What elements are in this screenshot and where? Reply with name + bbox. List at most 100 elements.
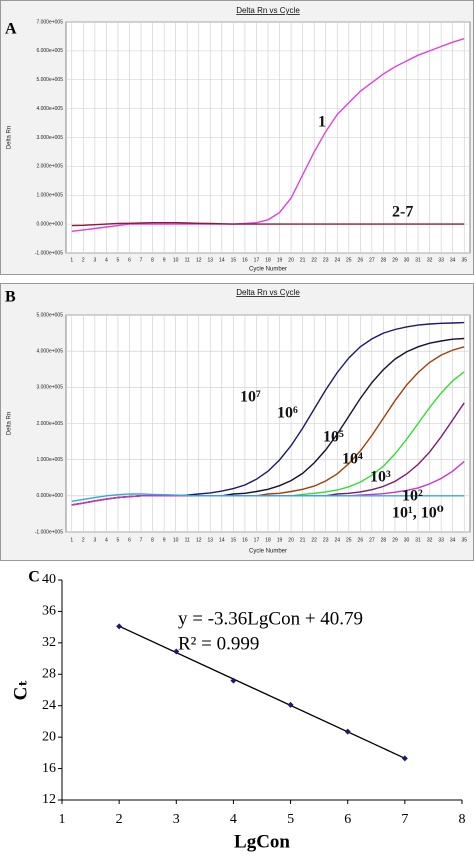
x-tick-label: 5: [117, 257, 120, 263]
x-tick-label: 34: [450, 537, 456, 543]
x-tick-label: 7: [140, 257, 143, 263]
x-tick-label: 2: [82, 537, 85, 543]
y-tick-label: 12: [42, 792, 56, 807]
x-tick-label: 27: [369, 537, 375, 543]
series-label: 10¹, 10⁰: [392, 505, 444, 522]
x-tick-label: 19: [277, 257, 283, 263]
y-axis-label: Delta Rn: [7, 126, 13, 149]
y-axis-label: Delta Rn: [7, 412, 13, 435]
x-tick-label: 6: [128, 537, 131, 543]
x-tick-label: 23: [323, 537, 329, 543]
x-tick-label: 33: [438, 537, 444, 543]
x-tick-label: 13: [208, 257, 214, 263]
x-tick-label: 12: [196, 257, 202, 263]
x-tick-label: 32: [427, 257, 433, 263]
y-tick-label: 20: [42, 729, 56, 744]
x-tick-label: 5: [117, 537, 120, 543]
y-tick-label: 1.000e+005: [36, 193, 63, 199]
x-tick-label: 17: [254, 537, 260, 543]
x-tick-label: 11: [185, 257, 190, 263]
series-label: 10⁴: [342, 451, 363, 468]
x-tick-label: 16: [242, 537, 248, 543]
x-tick-label: 35: [461, 537, 467, 543]
y-tick-label: 24: [42, 698, 56, 713]
x-tick-label: 19: [277, 537, 283, 543]
x-tick-label: 24: [334, 257, 340, 263]
y-tick-label: 28: [42, 667, 56, 682]
x-tick-label: 7: [401, 812, 408, 827]
x-tick-label: 4: [105, 537, 108, 543]
y-tick-label: 4.000e+005: [36, 106, 63, 112]
data-point: [173, 648, 180, 655]
x-tick-label: 31: [415, 537, 421, 543]
y-tick-label: 0.000e+000: [36, 221, 63, 227]
x-tick-label: 31: [415, 257, 421, 263]
x-tick-label: 30: [404, 257, 410, 263]
x-tick-label: 8: [151, 257, 154, 263]
x-tick-label: 3: [173, 812, 180, 827]
y-tick-label: 16: [42, 761, 56, 776]
x-tick-label: 32: [427, 537, 433, 543]
x-tick-label: 15: [231, 537, 237, 543]
y-tick-label: 4.000e+005: [36, 348, 63, 354]
data-point: [401, 755, 408, 762]
y-tick-label: 5.000e+005: [36, 312, 63, 318]
x-axis-label: LgCon: [234, 831, 290, 852]
series-label: 10⁵: [323, 429, 344, 446]
y-tick-label: 5.000e+005: [36, 77, 63, 83]
x-tick-label: 29: [392, 257, 398, 263]
x-tick-label: 18: [265, 257, 271, 263]
x-axis-label: Cycle Number: [249, 267, 287, 273]
y-tick-label: 2.000e+005: [36, 421, 63, 427]
x-tick-label: 13: [208, 537, 214, 543]
x-tick-label: 11: [185, 537, 190, 543]
y-tick-label: 3.000e+005: [36, 135, 63, 141]
x-tick-label: 23: [323, 257, 329, 263]
series-label: 10³: [370, 469, 391, 486]
chart-title: Delta Rn vs Cycle: [236, 288, 300, 297]
y-tick-label: 32: [42, 635, 56, 650]
x-tick-label: 27: [369, 257, 375, 263]
data-point: [344, 728, 351, 735]
x-tick-label: 20: [288, 257, 294, 263]
x-tick-label: 22: [311, 257, 317, 263]
data-line: [71, 222, 465, 227]
panel-label: B: [5, 289, 16, 306]
x-tick-label: 3: [93, 257, 96, 263]
x-tick-label: 3: [93, 537, 96, 543]
x-tick-label: 17: [254, 257, 260, 263]
x-tick-label: 1: [70, 537, 73, 543]
x-tick-label: 25: [346, 257, 352, 263]
x-tick-label: 29: [392, 537, 398, 543]
x-tick-label: 1: [70, 257, 73, 263]
x-tick-label: 10: [173, 257, 179, 263]
series-label: 1: [318, 114, 326, 131]
series-label: 10⁶: [277, 405, 298, 422]
x-tick-label: 18: [265, 537, 271, 543]
x-tick-label: 2: [82, 257, 85, 263]
y-tick-label: 3.000e+005: [36, 385, 63, 391]
x-tick-label: 4: [230, 812, 237, 827]
x-tick-label: 24: [334, 537, 340, 543]
panel-label: A: [5, 21, 17, 38]
x-tick-label: 4: [105, 257, 108, 263]
annotation: R² = 0.999: [178, 633, 259, 654]
series-label: 2-7: [392, 204, 413, 221]
x-tick-label: 21: [300, 257, 306, 263]
y-tick-label: 2.000e+005: [36, 164, 63, 170]
x-tick-label: 15: [231, 257, 237, 263]
x-tick-label: 33: [438, 257, 444, 263]
x-tick-label: 35: [461, 257, 467, 263]
series-label: 10⁷: [240, 389, 261, 406]
y-tick-label: 40: [42, 572, 56, 587]
x-tick-label: 14: [219, 537, 225, 543]
data-point: [116, 623, 123, 630]
y-tick-label: -1.000e+005: [35, 250, 63, 256]
x-tick-label: 22: [311, 537, 317, 543]
x-tick-label: 12: [196, 537, 202, 543]
x-tick-label: 9: [163, 257, 166, 263]
x-tick-label: 26: [358, 537, 364, 543]
x-tick-label: 21: [300, 537, 306, 543]
x-tick-label: 6: [128, 257, 131, 263]
